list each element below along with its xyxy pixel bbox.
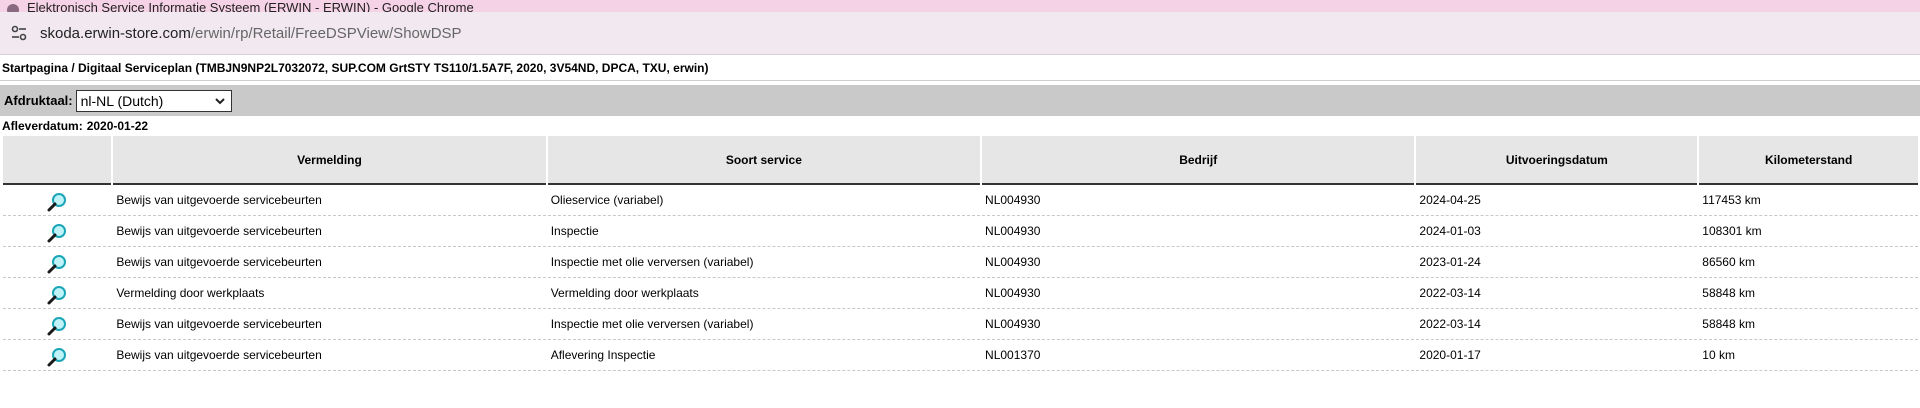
magnifier-icon[interactable] [46,223,68,245]
cell-bedrijf: NL004930 [982,309,1415,340]
language-selected-value: nl-NL (Dutch) [80,92,164,109]
cell-bedrijf: NL004930 [982,216,1415,247]
tune-icon[interactable] [10,24,28,42]
window-title: Elektronisch Service Informatie Systeem … [27,0,474,12]
header-vermelding[interactable]: Vermelding [113,136,546,185]
cell-uitvoeringsdatum: 2020-01-17 [1416,340,1698,371]
cell-vermelding: Bewijs van uitgevoerde servicebeurten [113,185,546,216]
magnifier-icon[interactable] [46,254,68,276]
table-row: Vermelding door werkplaats Vermelding do… [3,278,1918,309]
cell-bedrijf: NL001370 [982,340,1415,371]
chrome-icon [7,4,19,12]
cell-kilometerstand: 108301 km [1699,216,1918,247]
delivery-label: Afleverdatum: [2,119,83,133]
address-bar[interactable]: skoda.erwin-store.com/erwin/rp/Retail/Fr… [0,12,1920,55]
cell-vermelding: Vermelding door werkplaats [113,278,546,309]
cell-kilometerstand: 10 km [1699,340,1918,371]
cell-kilometerstand: 86560 km [1699,247,1918,278]
cell-uitvoeringsdatum: 2024-04-25 [1416,185,1698,216]
language-select[interactable]: nl-NL (Dutch) [75,89,232,112]
header-uitvoeringsdatum[interactable]: Uitvoeringsdatum [1416,136,1698,185]
cell-bedrijf: NL004930 [982,247,1415,278]
url-path: /erwin/rp/Retail/FreeDSPView/ShowDSP [190,24,462,42]
magnifier-icon[interactable] [46,192,68,214]
row-action-cell [3,309,112,340]
table-row: Bewijs van uitgevoerde servicebeurten In… [3,216,1918,247]
header-soort-service[interactable]: Soort service [547,136,981,185]
breadcrumb: Startpagina / Digitaal Serviceplan (TMBJ… [0,55,1920,81]
cell-vermelding: Bewijs van uitgevoerde servicebeurten [113,309,546,340]
language-bar: Afdruktaal: nl-NL (Dutch) [0,85,1920,116]
cell-uitvoeringsdatum: 2024-01-03 [1416,216,1698,247]
url-text[interactable]: skoda.erwin-store.com/erwin/rp/Retail/Fr… [40,25,462,42]
header-bedrijf[interactable]: Bedrijf [982,136,1415,185]
table-row: Bewijs van uitgevoerde servicebeurten In… [3,247,1918,278]
cell-kilometerstand: 58848 km [1699,309,1918,340]
service-table: Vermelding Soort service Bedrijf Uitvoer… [1,136,1920,371]
cell-soort-service: Inspectie met olie verversen (variabel) [547,247,981,278]
breadcrumb-text: Startpagina / Digitaal Serviceplan (TMBJ… [2,60,709,75]
window-titlebar: Elektronisch Service Informatie Systeem … [0,0,1920,12]
cell-uitvoeringsdatum: 2023-01-24 [1416,247,1698,278]
row-action-cell [3,340,112,371]
cell-bedrijf: NL004930 [982,185,1415,216]
table-row: Bewijs van uitgevoerde servicebeurten Af… [3,340,1918,371]
row-action-cell [3,278,112,309]
cell-soort-service: Inspectie [547,216,981,247]
table-row: Bewijs van uitgevoerde servicebeurten In… [3,309,1918,340]
cell-vermelding: Bewijs van uitgevoerde servicebeurten [113,340,546,371]
cell-vermelding: Bewijs van uitgevoerde servicebeurten [113,216,546,247]
table-header-row: Vermelding Soort service Bedrijf Uitvoer… [3,136,1918,185]
row-action-cell [3,185,112,216]
chevron-down-icon [214,97,225,104]
cell-uitvoeringsdatum: 2022-03-14 [1416,278,1698,309]
cell-bedrijf: NL004930 [982,278,1415,309]
magnifier-icon[interactable] [46,285,68,307]
magnifier-icon[interactable] [46,347,68,369]
row-action-cell [3,247,112,278]
cell-soort-service: Inspectie met olie verversen (variabel) [547,309,981,340]
magnifier-icon[interactable] [46,316,68,338]
row-action-cell [3,216,112,247]
cell-vermelding: Bewijs van uitgevoerde servicebeurten [113,247,546,278]
cell-kilometerstand: 58848 km [1699,278,1918,309]
header-action [3,136,112,185]
url-host: skoda.erwin-store.com [40,24,191,42]
delivery-date: Afleverdatum: 2020-01-22 [0,116,1920,136]
cell-soort-service: Aflevering Inspectie [547,340,981,371]
language-label: Afdruktaal: [4,93,73,108]
table-row: Bewijs van uitgevoerde servicebeurten Ol… [3,185,1918,216]
cell-kilometerstand: 117453 km [1699,185,1918,216]
cell-soort-service: Olieservice (variabel) [547,185,981,216]
header-kilometerstand[interactable]: Kilometerstand [1699,136,1918,185]
cell-soort-service: Vermelding door werkplaats [547,278,981,309]
delivery-value: 2020-01-22 [86,119,149,133]
cell-uitvoeringsdatum: 2022-03-14 [1416,309,1698,340]
